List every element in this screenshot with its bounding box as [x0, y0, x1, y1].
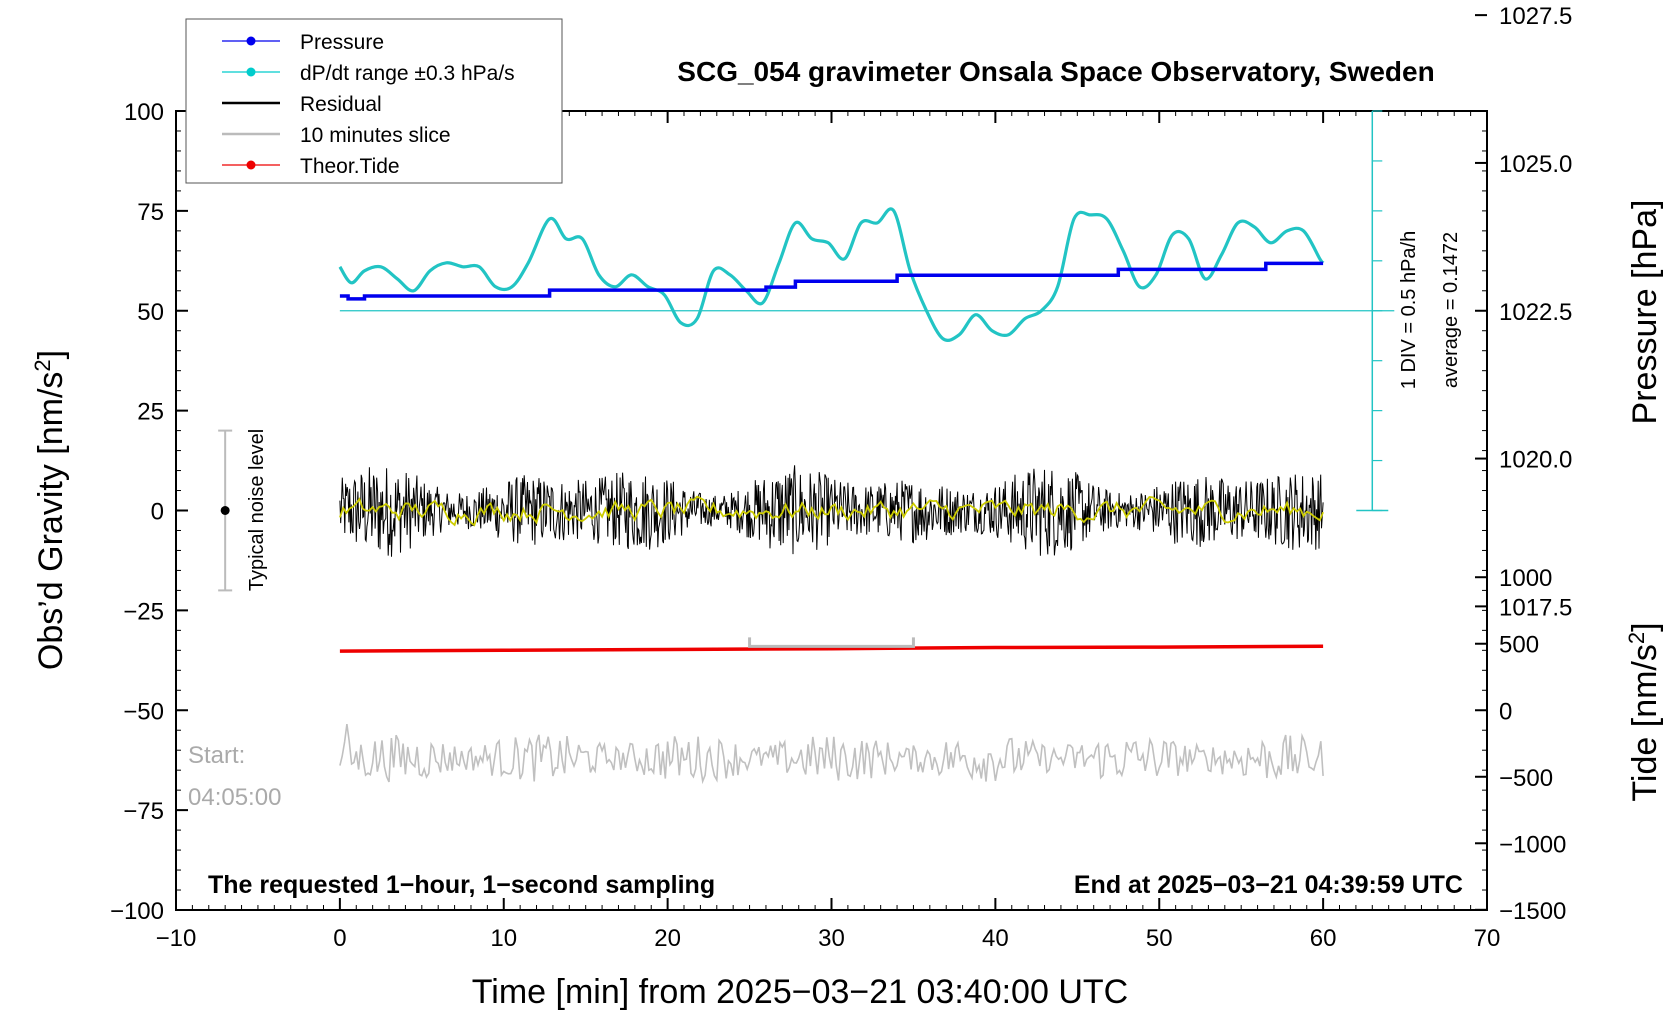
y-tick-label: −25: [123, 598, 164, 625]
pressure-scale-label: 1 DIV = 0.5 hPa/h: [1398, 231, 1420, 389]
x-tick-label: −10: [156, 925, 197, 952]
y-axis-pressure: 1027.5 1025.0 1022.5 1020.0 1017.5: [1475, 3, 1572, 621]
y-tick-label: −75: [123, 798, 164, 825]
y-axis-title-tide-main: Tide [nm/s: [1626, 644, 1664, 801]
x-tick-label: 70: [1474, 925, 1501, 952]
legend-label: Pressure: [300, 31, 384, 54]
tide-series-line: [339, 644, 1324, 653]
legend-marker: [246, 160, 256, 170]
legend-marker: [246, 36, 256, 46]
slice-bracket: [748, 637, 915, 648]
y-tick-label: 100: [124, 99, 164, 126]
residual-smoothed-line: [339, 495, 1324, 527]
legend-marker: [246, 67, 256, 77]
y-tick-label: 50: [137, 299, 164, 326]
pressure-tick-label: 1020.0: [1499, 447, 1572, 474]
x-tick-label: 30: [818, 925, 845, 952]
x-tick-label: 60: [1310, 925, 1337, 952]
legend-label: Theor.Tide: [300, 155, 400, 178]
tide-tick-label: −1500: [1499, 898, 1566, 925]
legend-label: Residual: [300, 93, 382, 116]
pressure-tick-label: 1022.5: [1499, 299, 1572, 326]
chart-title: SCG_054 gravimeter Onsala Space Observat…: [677, 56, 1434, 87]
y-axis-title-pressure: Pressure [hPa]: [1626, 200, 1664, 425]
pressure-tick-label: 1027.5: [1499, 3, 1572, 30]
x-axis-title: Time [min] from 2025−03−21 03:40:00 UTC: [472, 973, 1128, 1011]
y-axis-title-gravity: Obs’d Gravity [nm/s2]: [30, 350, 70, 670]
y-axis-title-tide-end: ]: [1626, 622, 1664, 631]
legend: Pressure dP/dt range ±0.3 hPa/s Residual 10…: [185, 18, 563, 184]
x-tick-label: 40: [982, 925, 1009, 952]
dpdt-series-line: [338, 207, 1325, 342]
x-tick-label: 20: [654, 925, 681, 952]
legend-label: dP/dt range ±0.3 hPa/s: [300, 62, 515, 85]
pressure-average-label: average = 0.1472: [1440, 232, 1462, 388]
y-axis-title-tide: Tide [nm/s2]: [1624, 622, 1664, 801]
pressure-series-line: [339, 261, 1324, 301]
y-tick-label: −50: [123, 698, 164, 725]
y-axis-title-gravity-end: ]: [32, 350, 70, 359]
y-axis-gravity: 100 75 50 25 0 −25 −50 −75 −100: [110, 99, 1487, 925]
tide-tick-label: −500: [1499, 765, 1553, 792]
start-label: Start:: [188, 742, 245, 769]
x-tick-label: 50: [1146, 925, 1173, 952]
tide-tick-label: 1000: [1499, 565, 1552, 592]
y-axis-tide: 1000 500 0 −500 −1000 −1500: [1475, 565, 1566, 925]
x-tick-label: 10: [490, 925, 517, 952]
y-tick-label: 25: [137, 399, 164, 426]
tide-tick-label: 500: [1499, 632, 1539, 659]
tide-tick-label: −1000: [1499, 831, 1566, 858]
noise-bar-center: [220, 506, 230, 515]
pressure-tick-label: 1025.0: [1499, 151, 1572, 178]
x-tick-label: 0: [333, 925, 346, 952]
noise-level-label: Typical noise level: [246, 429, 268, 591]
y-axis-title-gravity-sup: 2: [30, 359, 55, 371]
legend-label: 10 minutes slice: [300, 124, 451, 147]
residual-series-line: [339, 465, 1324, 557]
y-axis-title-tide-sup: 2: [1624, 632, 1649, 644]
slice-series-line: [339, 723, 1324, 785]
legend-box: [185, 18, 563, 184]
pressure-tick-label: 1017.5: [1499, 594, 1572, 621]
start-time: 04:05:00: [188, 784, 281, 811]
y-tick-label: 75: [137, 199, 164, 226]
footer-right-note: End at 2025−03−21 04:39:59 UTC: [1074, 871, 1463, 899]
y-tick-label: 0: [151, 499, 164, 526]
x-axis: −10 0 10 20 30 40 50 60 70: [156, 111, 1501, 952]
y-axis-title-gravity-main: Obs’d Gravity [nm/s: [32, 372, 70, 671]
tide-tick-label: 0: [1499, 698, 1512, 725]
footer-left-note: The requested 1−hour, 1−second sampling: [208, 871, 715, 899]
series-layer: [218, 110, 1395, 785]
y-tick-label: −100: [110, 898, 164, 925]
